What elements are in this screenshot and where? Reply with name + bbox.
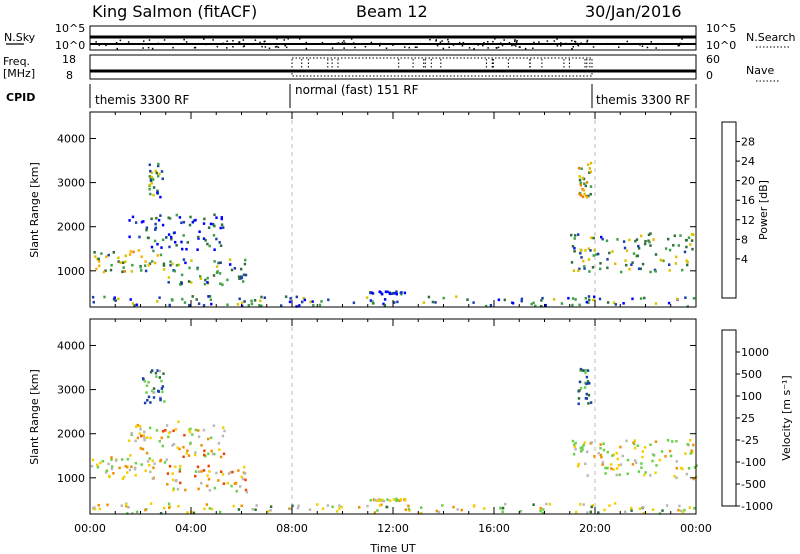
colorbar-tick-label: 500 (741, 368, 762, 381)
colorbar-tick-label: -1000 (741, 500, 773, 513)
x-tick-label: 20:00 (579, 522, 611, 535)
y-tick-label: 2000 (57, 221, 85, 234)
velocity-frame (89, 318, 697, 515)
power-cells (91, 112, 696, 308)
station-title: King Salmon (fitACF) (92, 2, 257, 21)
colorbar-tick-label: 28 (741, 136, 755, 149)
colorbar-tick-label: 8 (741, 233, 748, 246)
x-tick-label: 16:00 (478, 522, 510, 535)
velocity-colorbar: 1000 500 100 25 -25 -100 -500 -1000 (721, 329, 773, 513)
colorbar-tick-label: 24 (741, 155, 755, 168)
nave-marks (301, 59, 591, 70)
colorbar-tick-label: 25 (741, 412, 755, 425)
y-tick-label: 3000 (57, 177, 85, 190)
freq-tick-top: 18 (62, 53, 76, 66)
nsky-panel: N.Sky 10^5 10^0 10^5 10^0 N.Search (4, 22, 796, 52)
velocity-xlabel: Time UT (369, 542, 415, 554)
x-tick-label: 12:00 (377, 522, 409, 535)
power-axes: 1000 2000 3000 4000 (57, 112, 697, 307)
power-colorbar: 28 24 20 16 12 8 4 (721, 121, 755, 299)
freq-label-line2: [MHz] (3, 67, 35, 80)
x-tick-label: 08:00 (276, 522, 308, 535)
velocity-panel: 1000 2000 3000 4000 00:00 04:00 08:00 12:00 16:0… (28, 318, 712, 554)
nsearch-tick-top: 10^5 (706, 22, 736, 35)
velocity-axes: 1000 2000 3000 4000 00:00 04:00 08:00 12:00 16:0… (57, 319, 712, 535)
freq-panel: Freq. [MHz] 18 8 60 0 Nave (3, 53, 780, 82)
colorbar-tick-label: 1000 (741, 346, 769, 359)
colorbar-tick-label: 16 (741, 194, 755, 207)
freq-tick-bottom: 8 (66, 69, 73, 82)
y-tick-label: 1000 (57, 472, 85, 485)
velocity-ylabel: Slant Range [km] (28, 369, 41, 465)
velocity-colorbar-label: Velocity [m s⁻¹] (780, 375, 793, 460)
nsearch-tick-bottom: 10^0 (706, 39, 736, 52)
power-panel: 1000 2000 3000 4000 Slant Range [km] (28, 111, 697, 308)
y-tick-label: 4000 (57, 132, 85, 145)
colorbar-tick-label: 4 (741, 253, 748, 266)
nave-tick-top: 60 (706, 53, 720, 66)
nsearch-label: N.Search (746, 31, 796, 44)
x-tick-label: 00:00 (680, 522, 712, 535)
cpid-segment-1: themis 3300 RF (95, 93, 189, 107)
cpid-row: CPID themis 3300 RF normal (fast) 151 RF… (6, 83, 697, 108)
power-ylabel: Slant Range [km] (28, 162, 41, 258)
cpid-segment-2: normal (fast) 151 RF (295, 83, 419, 97)
nave-label: Nave (746, 64, 774, 77)
colorbar-tick-label: -25 (741, 434, 759, 447)
y-tick-label: 1000 (57, 265, 85, 278)
colorbar-tick-label: 12 (741, 214, 755, 227)
nsky-specks (95, 38, 695, 50)
nave-tick-bottom: 0 (706, 69, 713, 82)
beam-title: Beam 12 (356, 2, 428, 21)
colorbar-tick-label: 100 (741, 390, 762, 403)
nsky-tick-top: 10^5 (55, 22, 85, 35)
date-title: 30/Jan/2016 (585, 2, 682, 21)
velocity-cells (90, 319, 698, 515)
power-colorbar-label: Power [dB] (757, 180, 770, 240)
x-tick-label: 00:00 (74, 522, 106, 535)
freq-label-line1: Freq. (3, 55, 30, 68)
y-tick-label: 3000 (57, 384, 85, 397)
power-frame (89, 111, 697, 308)
cpid-label: CPID (6, 91, 35, 104)
y-tick-label: 2000 (57, 428, 85, 441)
nsky-tick-bottom: 10^0 (55, 39, 85, 52)
colorbar-tick-label: 20 (741, 175, 755, 188)
cpid-segment-3: themis 3300 RF (596, 93, 690, 107)
colorbar-tick-label: -100 (741, 456, 766, 469)
x-tick-label: 04:00 (175, 522, 207, 535)
y-tick-label: 4000 (57, 339, 85, 352)
colorbar-tick-label: -500 (741, 478, 766, 491)
nsky-label: N.Sky (4, 31, 36, 44)
